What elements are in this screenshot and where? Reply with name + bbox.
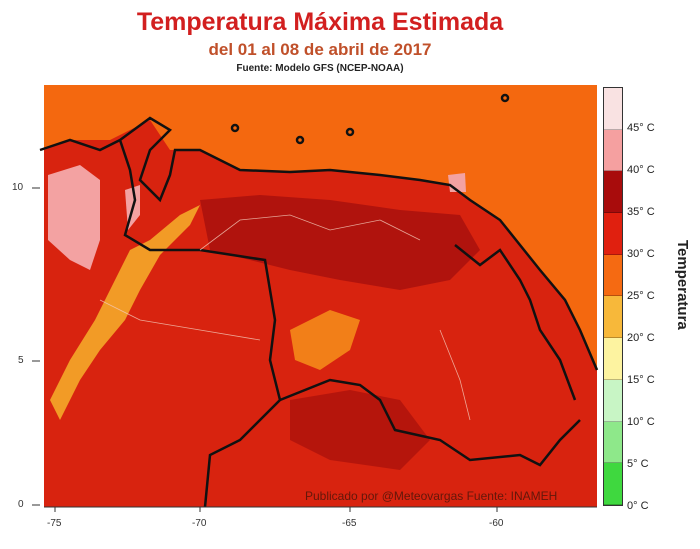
legend-title: Temperatura bbox=[674, 240, 691, 330]
hot-region-south bbox=[290, 390, 430, 470]
legend-label: 5° C bbox=[627, 458, 649, 470]
legend-label: 30° C bbox=[627, 248, 655, 260]
x-tick: -60 bbox=[489, 518, 504, 529]
legend-bin bbox=[604, 88, 622, 130]
legend-bin bbox=[604, 463, 622, 505]
state-lines bbox=[99, 214, 471, 421]
legend-label: 35° C bbox=[627, 206, 655, 218]
legend-bin bbox=[604, 379, 622, 422]
legend-label: 25° C bbox=[627, 290, 655, 302]
color-legend bbox=[603, 87, 623, 506]
x-tick: -65 bbox=[342, 518, 357, 529]
legend-label: 15° C bbox=[627, 374, 655, 386]
x-tick: -70 bbox=[192, 518, 207, 529]
y-tick: 10 bbox=[12, 182, 24, 193]
legend-bin bbox=[604, 213, 622, 255]
y-tick: 5 bbox=[18, 355, 24, 366]
map-source: Fuente: Modelo GFS (NCEP-NOAA) bbox=[236, 63, 404, 74]
hot-region bbox=[200, 195, 480, 290]
guayana-cool bbox=[290, 310, 360, 370]
pink-region bbox=[48, 165, 100, 270]
x-tick: -75 bbox=[47, 518, 62, 529]
legend-label: 40° C bbox=[627, 164, 655, 176]
map-subtitle: del 01 al 08 de abril de 2017 bbox=[208, 40, 432, 59]
legend-bin bbox=[604, 129, 622, 172]
credit-watermark: Publicado por @Meteovargas Fuente: INAME… bbox=[305, 489, 558, 503]
map-title: Temperatura Máxima Estimada bbox=[136, 8, 504, 36]
y-tick: 0 bbox=[18, 499, 24, 510]
temperature-map bbox=[32, 85, 599, 512]
legend-label: 45° C bbox=[627, 122, 655, 134]
legend-bin bbox=[604, 296, 622, 339]
legend-bin bbox=[604, 254, 622, 297]
legend-label: 0° C bbox=[627, 500, 649, 512]
borders bbox=[39, 93, 599, 508]
legend-bin bbox=[604, 421, 622, 464]
axis-ticks bbox=[32, 187, 498, 512]
legend-label: 20° C bbox=[627, 332, 655, 344]
legend-bin bbox=[604, 338, 622, 380]
legend-bin bbox=[604, 171, 622, 214]
legend-label: 10° C bbox=[627, 416, 655, 428]
